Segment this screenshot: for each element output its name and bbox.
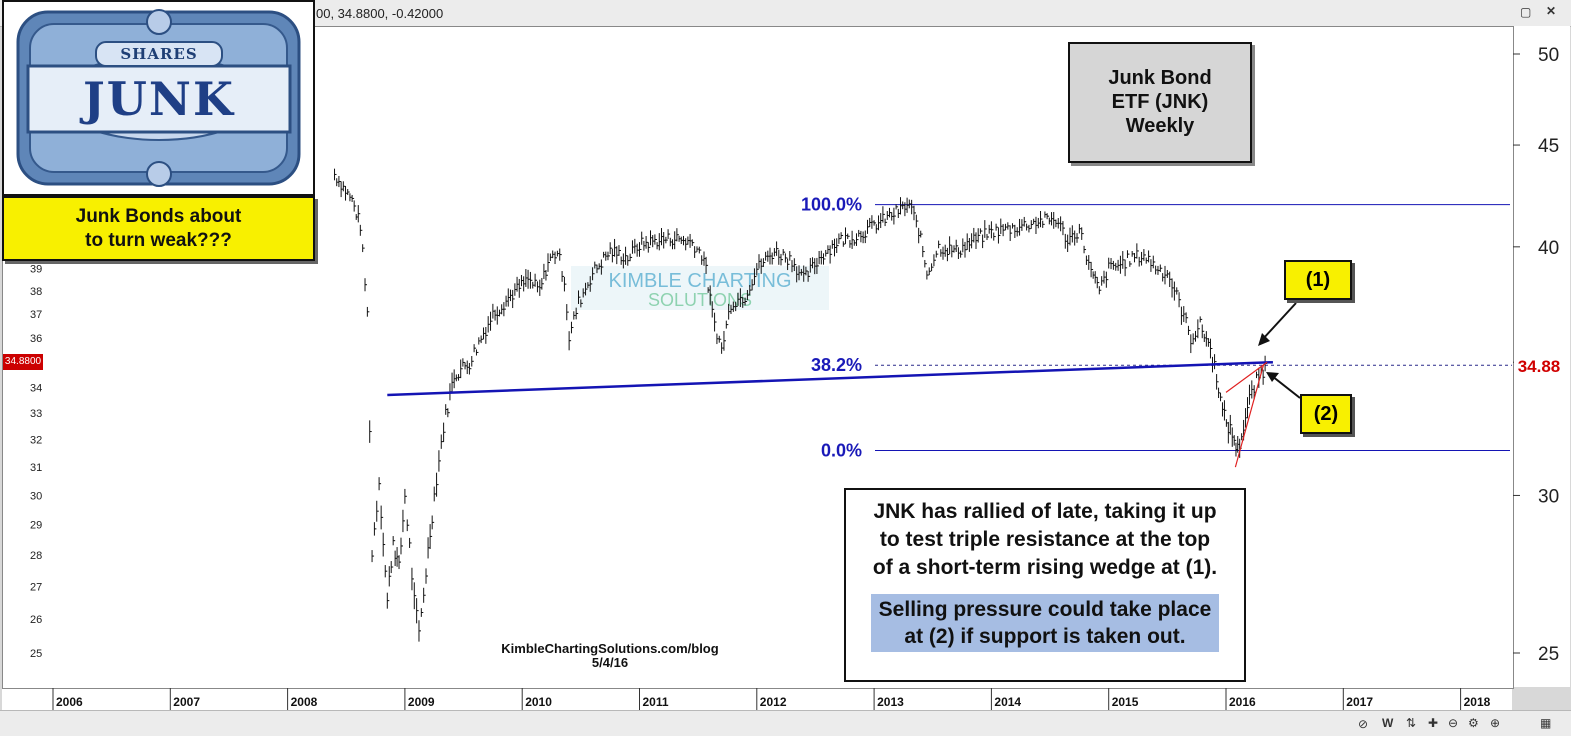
y-tick-label: 45 xyxy=(1538,136,1559,157)
x-tick-label: 2008 xyxy=(291,695,318,709)
credit: KimbleChartingSolutions.com/blog 5/4/16 xyxy=(470,642,750,670)
settings-icon[interactable]: ⚙ xyxy=(1468,716,1479,730)
wedge-line-upper xyxy=(1225,361,1268,393)
x-tick-label: 2016 xyxy=(1229,695,1256,709)
x-tick-label: 2009 xyxy=(408,695,435,709)
analysis-note: JNK has rallied of late, taking it up to… xyxy=(844,488,1246,682)
close-icon[interactable]: ✕ xyxy=(1546,4,1557,18)
left-y-tick-label: 39 xyxy=(30,264,42,276)
question-callout: Junk Bonds about to turn weak??? xyxy=(2,196,315,261)
left-y-tick-label: 28 xyxy=(30,550,42,562)
highlight-line-1: Selling pressure could take place xyxy=(878,598,1212,621)
fib-label: 38.2% xyxy=(811,355,862,375)
marker-1: (1) xyxy=(1284,260,1352,300)
junk-logo: SHARES JUNK xyxy=(2,0,315,196)
minimize-icon[interactable]: ▢ xyxy=(1520,5,1532,19)
add-icon[interactable]: ⊕ xyxy=(1490,716,1501,730)
left-y-tick-label: 32 xyxy=(30,435,42,447)
arrow-1-head xyxy=(1258,333,1270,346)
watermark-line-2: SOLUTIONS xyxy=(648,290,752,310)
title-line-3: Weekly xyxy=(1125,115,1195,137)
current-price-tag: 34.88 xyxy=(1514,355,1564,379)
chevron-icon[interactable]: ⇅ xyxy=(1406,716,1417,730)
current-price-tag-left: 34.8800 xyxy=(3,354,43,370)
grid-icon[interactable]: ▦ xyxy=(1540,716,1552,730)
highlight-line-2: at (2) if support is taken out. xyxy=(904,625,1186,648)
note-line-2: to test triple resistance at the top xyxy=(879,528,1211,551)
remove-icon[interactable]: ⊖ xyxy=(1448,716,1459,730)
left-y-tick-label: 34 xyxy=(30,382,42,394)
arrow-1 xyxy=(1261,302,1297,341)
left-y-tick-label: 25 xyxy=(30,648,42,660)
crosshair-icon[interactable]: ✚ xyxy=(1428,716,1439,730)
arrow-2 xyxy=(1271,375,1301,399)
left-y-tick-label: 29 xyxy=(30,520,42,532)
x-tick-label: 2015 xyxy=(1112,695,1139,709)
x-tick-label: 2006 xyxy=(56,695,83,709)
left-y-tick-label: 33 xyxy=(30,408,42,420)
fib-label: 100.0% xyxy=(801,195,862,215)
left-y-tick-label: 30 xyxy=(30,490,42,502)
bottom-toolbar: ⊘ W ⇅ ✚ ⊖ ⚙ ⊕ ▦ xyxy=(0,710,1571,736)
marker-2: (2) xyxy=(1300,394,1352,434)
title-line-1: Junk Bond xyxy=(1108,67,1212,89)
left-y-tick-label: 31 xyxy=(30,462,42,474)
y-tick-label: 50 xyxy=(1538,45,1559,66)
watermark-line-1: KIMBLE CHARTING xyxy=(609,270,792,292)
logo-shares-text: SHARES xyxy=(120,45,198,63)
left-y-tick-label: 36 xyxy=(30,333,42,345)
question-line-1: Junk Bonds about xyxy=(75,206,242,227)
interval-w-icon[interactable]: W xyxy=(1382,716,1394,730)
y-tick-label: 25 xyxy=(1538,644,1559,665)
note-line-1: JNK has rallied of late, taking it up xyxy=(873,500,1217,523)
x-tick-label: 2010 xyxy=(525,695,552,709)
logo-junk-text: JUNK xyxy=(83,72,235,126)
note-highlight: Selling pressure could take place at (2)… xyxy=(870,594,1220,652)
question-line-2: to turn weak??? xyxy=(85,230,232,251)
left-y-tick-label: 26 xyxy=(30,614,42,626)
note-line-3: of a short-term rising wedge at (1). xyxy=(872,556,1218,579)
chart-title-box: Junk Bond ETF (JNK) Weekly xyxy=(1068,42,1252,163)
wedge-line-lower xyxy=(1234,364,1265,468)
x-tick-label: 2014 xyxy=(994,695,1021,709)
left-y-tick-label: 37 xyxy=(30,309,42,321)
x-tick-label: 2007 xyxy=(173,695,200,709)
left-y-tick-label: 27 xyxy=(30,581,42,593)
left-y-tick-label: 38 xyxy=(30,286,42,298)
x-tick-label: 2018 xyxy=(1464,695,1491,709)
support-trendline xyxy=(387,360,1273,397)
x-tick-label: 2013 xyxy=(877,695,904,709)
y-tick-label: 30 xyxy=(1538,486,1559,507)
header-values: 00, 34.8800, -0.42000 xyxy=(316,6,444,21)
x-tick-label: 2011 xyxy=(643,695,669,709)
y-tick-label: 40 xyxy=(1538,238,1559,259)
arrow-2-head xyxy=(1266,372,1279,382)
fib-label: 0.0% xyxy=(821,441,862,461)
zoom-icon[interactable]: ⊘ xyxy=(1358,717,1369,731)
title-line-2: ETF (JNK) xyxy=(1111,91,1209,113)
credit-site: KimbleChartingSolutions.com/blog xyxy=(501,641,719,656)
x-tick-label: 2017 xyxy=(1346,695,1373,709)
x-tick-label: 2012 xyxy=(760,695,787,709)
watermark-box xyxy=(571,266,829,310)
credit-date: 5/4/16 xyxy=(591,655,629,670)
